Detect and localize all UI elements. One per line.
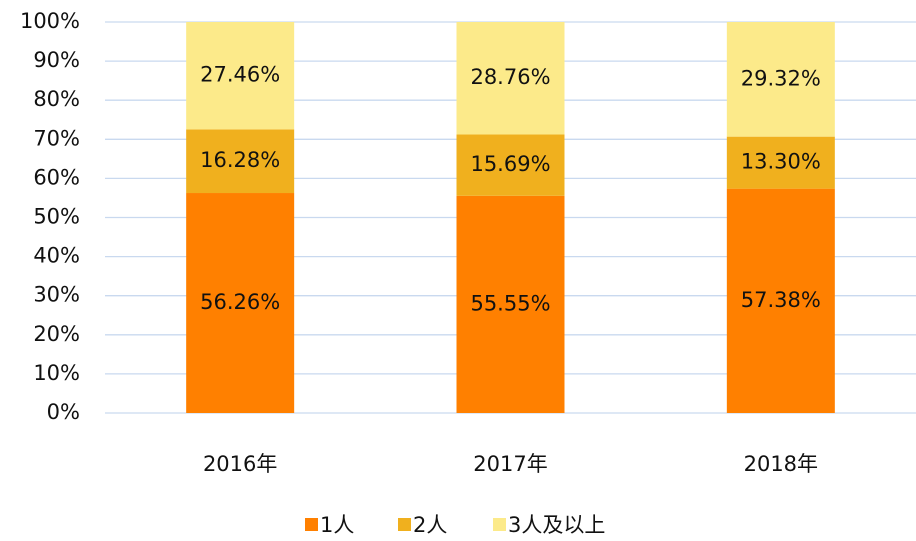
y-tick-label: 60%	[33, 165, 80, 189]
y-tick-label: 50%	[33, 205, 80, 229]
data-label: 56.26%	[200, 290, 280, 314]
data-label: 13.30%	[741, 150, 821, 174]
data-label: 16.28%	[200, 148, 280, 172]
legend-label: 1人	[320, 513, 354, 537]
y-tick-label: 90%	[33, 48, 80, 72]
bar-segment	[456, 134, 565, 196]
legend-swatch	[305, 518, 318, 531]
bar-segment	[456, 22, 565, 135]
y-tick-label: 20%	[33, 322, 80, 346]
y-tick-label: 30%	[33, 283, 80, 307]
bar-segment	[726, 22, 835, 137]
x-tick-label: 2017年	[473, 452, 547, 476]
bar-segment	[726, 188, 835, 413]
legend-swatch	[493, 518, 506, 531]
y-tick-label: 80%	[33, 87, 80, 111]
y-tick-label: 10%	[33, 361, 80, 385]
data-label: 55.55%	[470, 291, 550, 315]
legend-label: 2人	[413, 513, 447, 537]
data-label: 27.46%	[200, 63, 280, 87]
legend-swatch	[398, 518, 411, 531]
data-label: 15.69%	[470, 152, 550, 176]
x-tick-label: 2016年	[203, 452, 277, 476]
y-tick-label: 0%	[47, 400, 80, 424]
bar-segment	[186, 22, 295, 130]
data-label: 57.38%	[741, 288, 821, 312]
y-tick-label: 40%	[33, 244, 80, 268]
data-label: 29.32%	[741, 66, 821, 90]
y-tick-label: 100%	[20, 9, 80, 33]
x-tick-label: 2018年	[744, 452, 818, 476]
legend-label: 3人及以上	[508, 513, 605, 537]
bar-segment	[456, 195, 565, 413]
bar-segment	[186, 129, 295, 194]
y-tick-label: 70%	[33, 126, 80, 150]
data-label: 28.76%	[470, 65, 550, 89]
bar-segment	[186, 193, 295, 413]
bar-segment	[726, 136, 835, 189]
